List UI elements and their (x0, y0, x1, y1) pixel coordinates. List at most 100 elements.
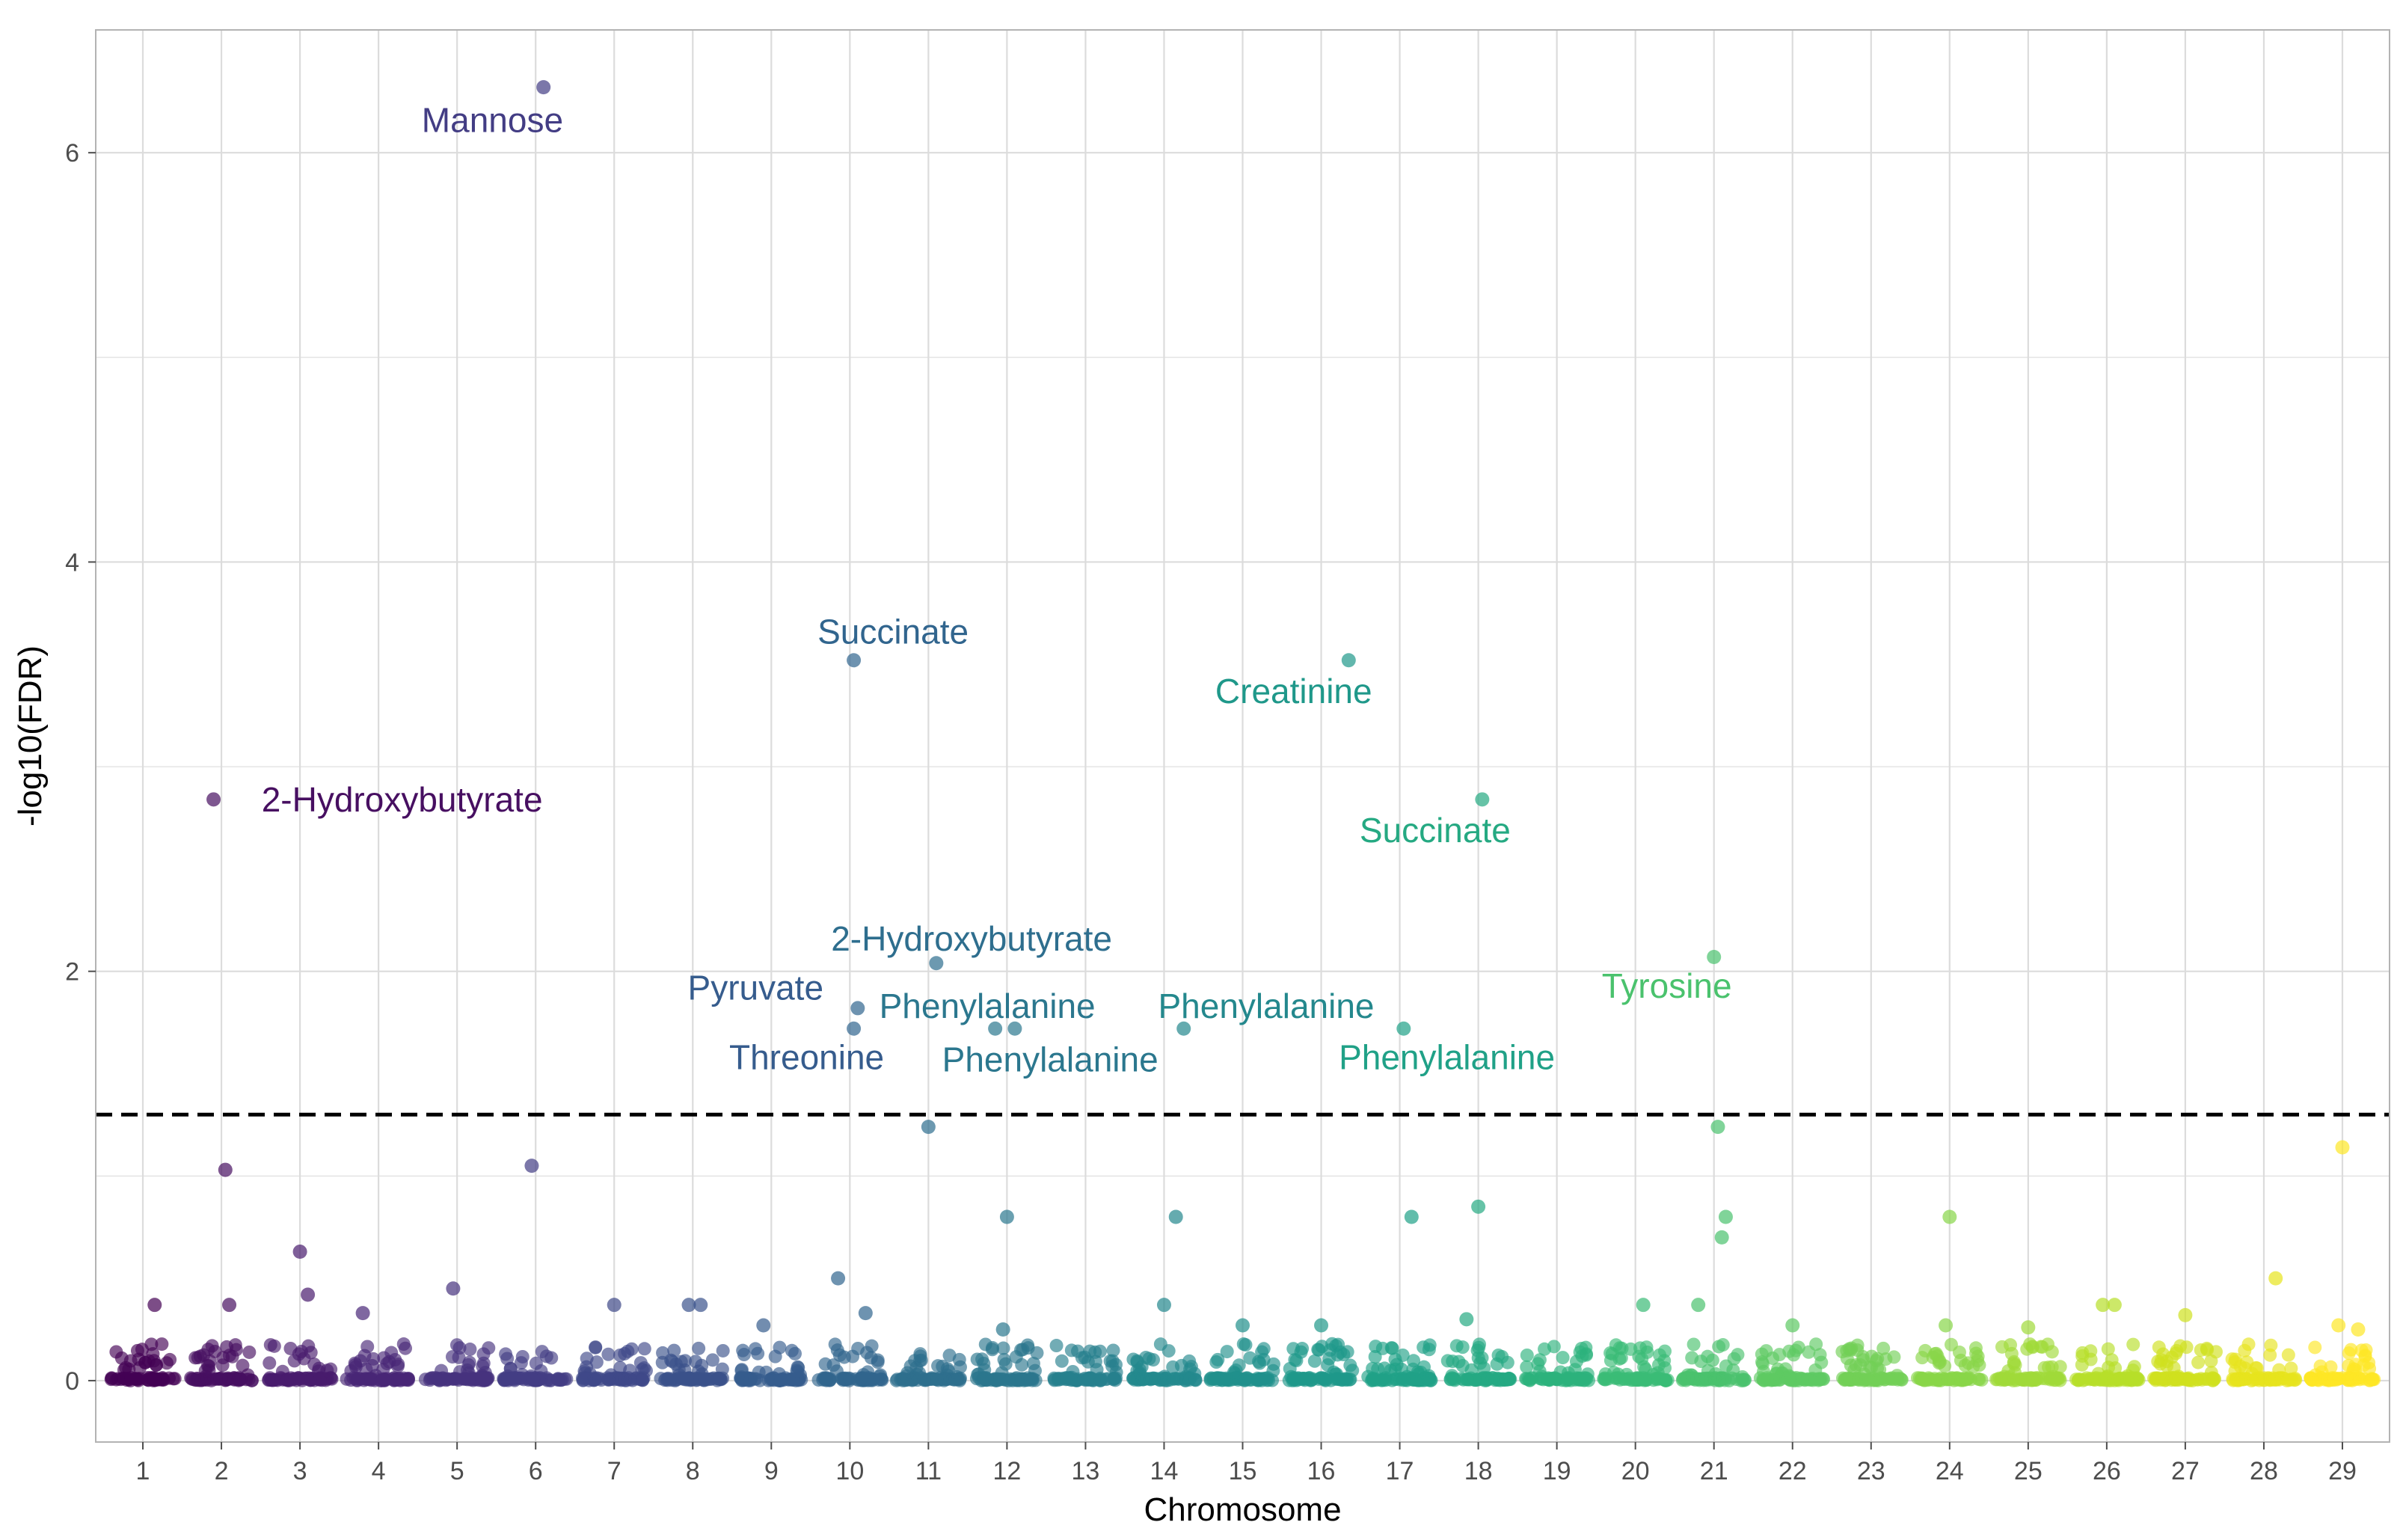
x-tick-label: 29 (2328, 1457, 2357, 1485)
sub-threshold-point (1156, 1298, 1171, 1313)
sub-threshold-point (756, 1318, 771, 1333)
cluster-point (589, 1340, 603, 1355)
significant-point (1396, 1021, 1411, 1036)
sub-threshold-point (2331, 1318, 2346, 1333)
cluster-point (1547, 1372, 1561, 1386)
cluster-point (297, 1352, 311, 1366)
cluster-point (1016, 1343, 1030, 1357)
cluster-point (396, 1337, 411, 1352)
y-axis-title: -log10(FDR) (12, 645, 49, 826)
cluster-point (1254, 1373, 1268, 1387)
annotation-label: Succinate (1360, 811, 1511, 850)
cluster-point (475, 1373, 489, 1387)
cluster-point (2191, 1355, 2206, 1369)
y-tick-label: 6 (65, 139, 79, 168)
cluster-point (135, 1343, 149, 1357)
cluster-point (539, 1349, 553, 1363)
cluster-chr-19 (1519, 1340, 1596, 1387)
cluster-point (146, 1347, 160, 1361)
cluster-point (1182, 1372, 1197, 1387)
cluster-point (219, 1373, 233, 1387)
cluster-point (734, 1372, 749, 1386)
cluster-point (692, 1341, 706, 1355)
cluster-point (1687, 1337, 1701, 1352)
cluster-chr-6 (497, 1345, 574, 1387)
cluster-chr-12 (969, 1337, 1044, 1387)
annotation-label: Phenylalanine (880, 987, 1096, 1025)
sub-threshold-point (1636, 1298, 1651, 1313)
significant-point (847, 653, 862, 668)
cluster-point (2272, 1363, 2286, 1377)
sub-threshold-point (1314, 1318, 1329, 1333)
annotation-label: Phenylalanine (1339, 1038, 1555, 1077)
sub-threshold-point (2107, 1298, 2122, 1313)
cluster-point (1322, 1352, 1336, 1366)
cluster-point (1471, 1351, 1485, 1365)
cluster-point (2308, 1340, 2322, 1355)
cluster-point (864, 1351, 878, 1365)
x-tick-label: 5 (450, 1457, 464, 1485)
cluster-point (462, 1355, 476, 1369)
cluster-point (1080, 1372, 1094, 1387)
sub-threshold-point (2096, 1298, 2111, 1313)
cluster-point (1088, 1355, 1102, 1369)
cluster-point (2264, 1338, 2278, 1352)
sub-threshold-point (524, 1159, 539, 1174)
cluster-point (1874, 1371, 1888, 1385)
significant-point (536, 80, 551, 95)
cluster-chr-17 (1361, 1338, 1438, 1387)
cluster-point (1947, 1373, 1961, 1387)
cluster-point (1716, 1338, 1730, 1352)
cluster-point (1766, 1351, 1780, 1365)
cluster-point (267, 1339, 281, 1353)
cluster-point (1014, 1372, 1028, 1387)
cluster-point (1783, 1371, 1797, 1385)
cluster-point (1646, 1373, 1660, 1387)
cluster-point (843, 1372, 857, 1386)
cluster-chr-28 (2225, 1337, 2303, 1387)
cluster-point (1916, 1372, 1930, 1386)
cluster-point (736, 1343, 750, 1358)
cluster-point (2225, 1352, 2239, 1366)
cluster-point (2152, 1340, 2166, 1355)
cluster-point (1800, 1372, 1814, 1387)
cluster-point (2348, 1358, 2363, 1372)
cluster-point (231, 1372, 245, 1387)
cluster-point (1968, 1341, 1983, 1355)
cluster-point (575, 1371, 589, 1385)
cluster-chr-8 (654, 1341, 730, 1387)
cluster-point (452, 1350, 466, 1364)
cluster-point (1059, 1371, 1073, 1385)
cluster-point (2023, 1337, 2037, 1352)
cluster-point (376, 1372, 390, 1386)
cluster-point (1701, 1363, 1715, 1378)
significant-point (206, 792, 221, 807)
cluster-point (147, 1372, 162, 1386)
cluster-point (1209, 1371, 1224, 1385)
sub-threshold-point (1471, 1199, 1486, 1214)
cluster-point (1705, 1353, 1719, 1367)
cluster-chr-27 (2146, 1339, 2223, 1387)
cluster-point (1657, 1344, 1672, 1358)
cluster-point (621, 1344, 635, 1358)
cluster-point (970, 1352, 984, 1366)
x-tick-label: 14 (1150, 1457, 1179, 1485)
cluster-point (705, 1353, 719, 1367)
sub-threshold-point (2021, 1320, 2036, 1335)
cluster-point (222, 1349, 236, 1363)
cluster-point (526, 1372, 540, 1387)
cluster-chr-2 (184, 1338, 260, 1387)
cluster-point (2101, 1342, 2115, 1356)
x-tick-label: 23 (1857, 1457, 1885, 1485)
cluster-point (2105, 1353, 2119, 1367)
cluster-point (1455, 1340, 1470, 1355)
cluster-point (1375, 1341, 1390, 1355)
cluster-point (1688, 1373, 1702, 1387)
cluster-point (1161, 1344, 1176, 1358)
cluster-point (1409, 1372, 1423, 1387)
cluster-point (2304, 1372, 2318, 1387)
sub-threshold-point (1710, 1120, 1725, 1135)
cluster-point (1685, 1351, 1699, 1365)
cluster-point (529, 1356, 543, 1370)
